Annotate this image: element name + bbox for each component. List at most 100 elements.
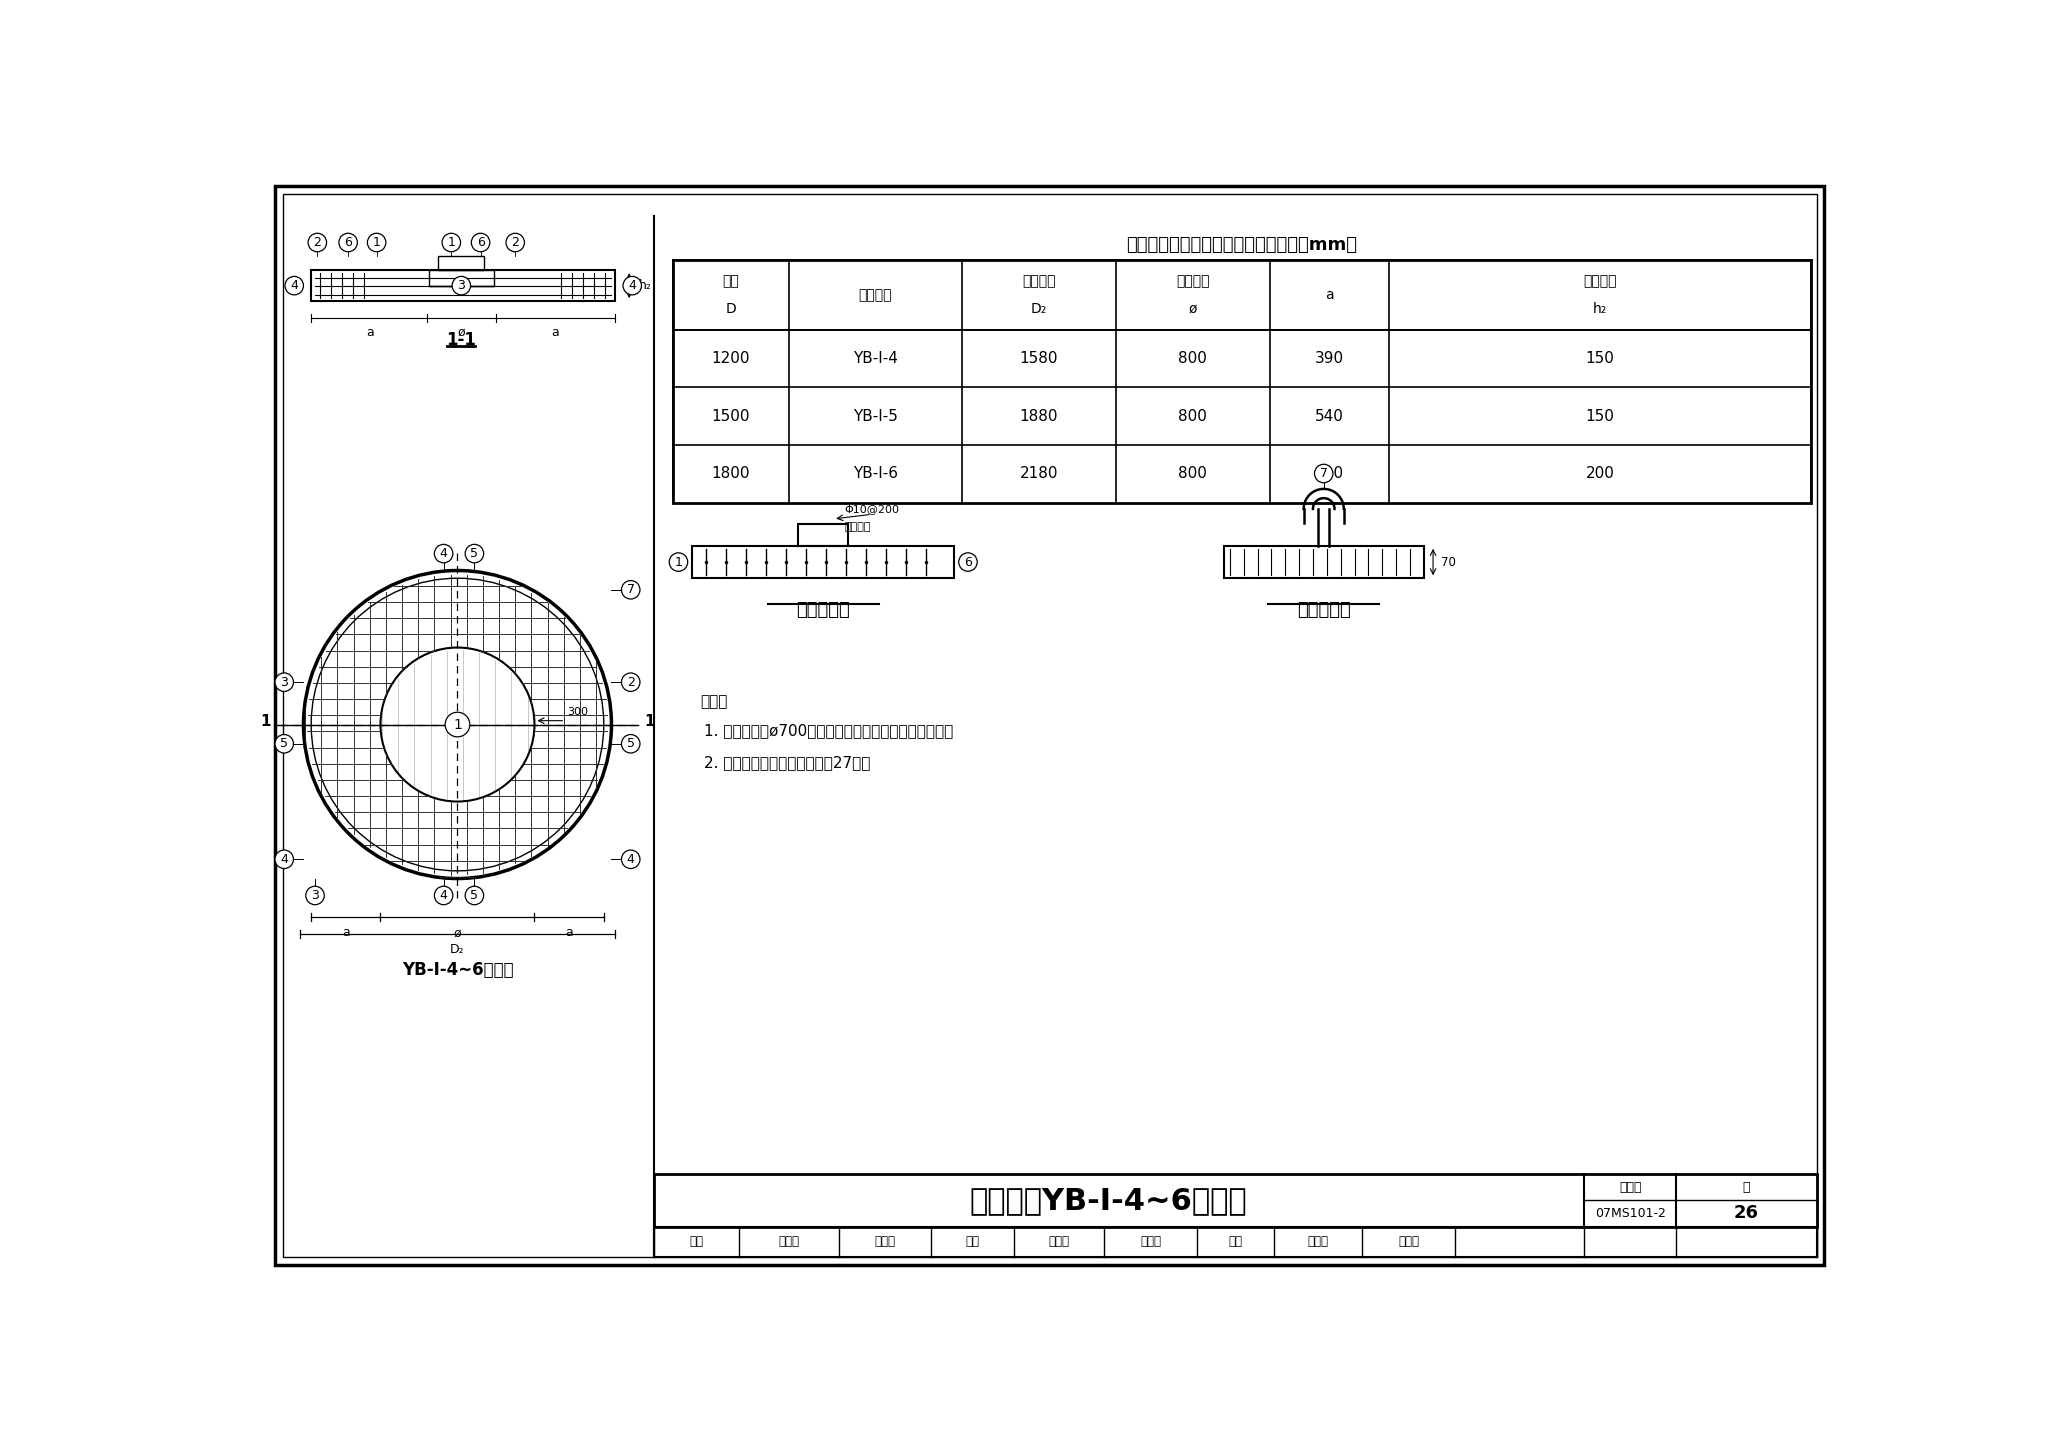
Text: 孙实碗: 孙实碗 xyxy=(874,1236,895,1249)
Bar xyxy=(692,546,954,578)
Text: 1: 1 xyxy=(645,714,655,729)
Text: 7: 7 xyxy=(1319,467,1327,480)
Text: 800: 800 xyxy=(1178,467,1206,481)
Text: 设计: 设计 xyxy=(1229,1236,1243,1249)
Text: 70: 70 xyxy=(1440,556,1456,569)
Text: 吊钩示意图: 吊钩示意图 xyxy=(1296,601,1350,619)
Circle shape xyxy=(367,233,385,251)
Bar xyxy=(653,1174,1817,1227)
Text: 4: 4 xyxy=(627,852,635,865)
Text: 4: 4 xyxy=(291,279,299,292)
Text: 1200: 1200 xyxy=(711,351,750,366)
Text: 2: 2 xyxy=(313,236,322,249)
Circle shape xyxy=(621,851,639,868)
Text: Φ10@200: Φ10@200 xyxy=(844,504,899,514)
Circle shape xyxy=(434,545,453,563)
Text: 5: 5 xyxy=(627,737,635,750)
Text: YB-I-4: YB-I-4 xyxy=(852,351,897,366)
Circle shape xyxy=(465,545,483,563)
Text: a: a xyxy=(367,326,373,339)
Text: 井径: 井径 xyxy=(723,274,739,287)
Text: ø: ø xyxy=(455,927,461,940)
Circle shape xyxy=(621,581,639,599)
Text: 王孤生: 王孤生 xyxy=(1399,1236,1419,1249)
Text: 砖砌圆形立式蝶阀井预制盖板选用表（mm）: 砖砌圆形立式蝶阀井预制盖板选用表（mm） xyxy=(1126,236,1358,253)
Bar xyxy=(311,270,614,300)
Text: ø: ø xyxy=(1188,302,1198,316)
Text: YB-I-5: YB-I-5 xyxy=(852,408,897,424)
Text: 武明美: 武明美 xyxy=(1049,1236,1069,1249)
Text: 2: 2 xyxy=(627,675,635,688)
Text: 5: 5 xyxy=(471,547,479,560)
Text: 5: 5 xyxy=(281,737,289,750)
Circle shape xyxy=(623,276,641,295)
Circle shape xyxy=(444,713,469,737)
Bar xyxy=(428,270,494,286)
Text: 人孔直径: 人孔直径 xyxy=(1176,274,1210,287)
Text: 1580: 1580 xyxy=(1020,351,1059,366)
Text: 4: 4 xyxy=(281,852,289,865)
Text: ø: ø xyxy=(457,326,465,339)
Text: 6: 6 xyxy=(477,236,485,249)
Text: 放射布置: 放射布置 xyxy=(844,522,870,532)
Bar xyxy=(799,525,848,546)
Text: h₂: h₂ xyxy=(639,279,651,292)
Text: 校对: 校对 xyxy=(965,1236,979,1249)
Text: 1500: 1500 xyxy=(711,408,750,424)
Text: 690: 690 xyxy=(1315,467,1343,481)
Circle shape xyxy=(453,276,471,295)
Text: 150: 150 xyxy=(1585,351,1614,366)
Bar xyxy=(438,256,485,270)
Circle shape xyxy=(307,233,326,251)
Circle shape xyxy=(274,734,293,753)
Circle shape xyxy=(465,887,483,905)
Circle shape xyxy=(274,851,293,868)
Text: 2: 2 xyxy=(512,236,518,249)
Text: D₂: D₂ xyxy=(451,943,465,956)
Text: 说明：: 说明： xyxy=(700,694,727,708)
Text: 3: 3 xyxy=(457,279,465,292)
Text: a: a xyxy=(551,326,559,339)
Text: 1: 1 xyxy=(373,236,381,249)
Text: h₂: h₂ xyxy=(1593,302,1608,316)
Text: 26: 26 xyxy=(1735,1204,1759,1223)
Text: 1: 1 xyxy=(260,714,270,729)
Text: a: a xyxy=(342,927,350,940)
Text: YB-I-6: YB-I-6 xyxy=(852,467,897,481)
Text: 盖板名称: 盖板名称 xyxy=(858,287,893,302)
Text: 洞口附加筋: 洞口附加筋 xyxy=(797,601,850,619)
Circle shape xyxy=(471,233,489,251)
Text: a: a xyxy=(565,927,573,940)
Text: 800: 800 xyxy=(1178,408,1206,424)
Circle shape xyxy=(621,734,639,753)
Bar xyxy=(674,260,1810,503)
Text: 5: 5 xyxy=(471,890,479,902)
Text: 审核: 审核 xyxy=(690,1236,702,1249)
Text: 1800: 1800 xyxy=(711,467,750,481)
Text: 郭英雄: 郭英雄 xyxy=(778,1236,799,1249)
Bar xyxy=(653,1227,1817,1257)
Text: 预制盖板YB-I-4~6配筋图: 预制盖板YB-I-4~6配筋图 xyxy=(969,1186,1247,1214)
Text: 1: 1 xyxy=(446,236,455,249)
Text: YB-I-4~6配筋图: YB-I-4~6配筋图 xyxy=(401,961,514,979)
Text: 1880: 1880 xyxy=(1020,408,1059,424)
Text: 200: 200 xyxy=(1585,467,1614,481)
Circle shape xyxy=(506,233,524,251)
Text: 3: 3 xyxy=(281,675,289,688)
Text: 3: 3 xyxy=(311,890,319,902)
Text: 150: 150 xyxy=(1585,408,1614,424)
Text: 1: 1 xyxy=(674,556,682,569)
Text: 王龙生: 王龙生 xyxy=(1307,1236,1329,1249)
Text: 540: 540 xyxy=(1315,408,1343,424)
Circle shape xyxy=(958,553,977,572)
Circle shape xyxy=(274,673,293,691)
Circle shape xyxy=(670,553,688,572)
Circle shape xyxy=(434,887,453,905)
Text: 07MS101-2: 07MS101-2 xyxy=(1595,1207,1665,1220)
Circle shape xyxy=(338,233,356,251)
Text: D₂: D₂ xyxy=(1030,302,1047,316)
Text: 4: 4 xyxy=(629,279,637,292)
Bar xyxy=(1223,546,1423,578)
Text: 2. 钢筋表及材料表见本图集第27页。: 2. 钢筋表及材料表见本图集第27页。 xyxy=(705,756,870,770)
Text: a: a xyxy=(1325,287,1333,302)
